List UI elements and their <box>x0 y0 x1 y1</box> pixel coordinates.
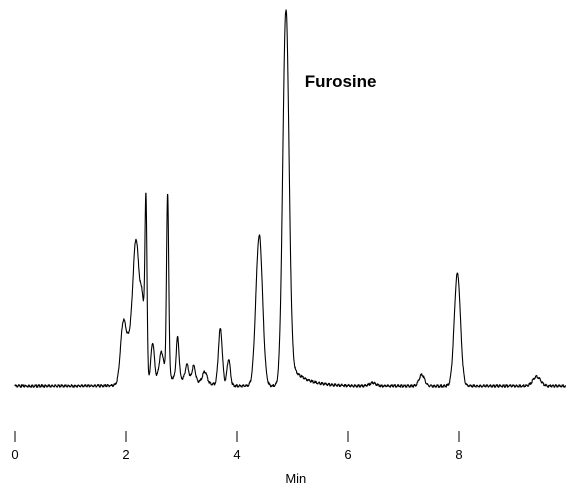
x-axis-ticks: 0 2 4 6 8 <box>11 431 463 462</box>
x-tick-label: 8 <box>455 447 462 462</box>
x-tick-label: 4 <box>233 447 240 462</box>
x-tick-label: 0 <box>11 447 18 462</box>
x-tick-label: 2 <box>122 447 129 462</box>
x-tick-label: 6 <box>344 447 351 462</box>
annotations: Furosine <box>305 72 377 91</box>
x-axis-label: Min <box>285 471 306 486</box>
peak-annotation-label: Furosine <box>305 72 377 91</box>
chromatogram-trace <box>14 9 567 388</box>
